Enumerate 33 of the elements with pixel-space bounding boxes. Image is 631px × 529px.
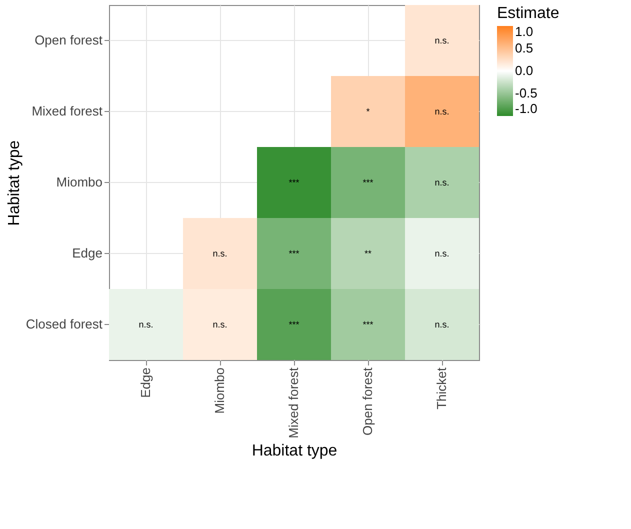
y-tick-label: Closed forest	[26, 316, 103, 332]
color-bar-label: -0.5	[515, 86, 538, 100]
x-tick-label: Thicket	[434, 367, 449, 410]
y-axis-title: Habitat type	[6, 140, 23, 226]
data-label: n.s.	[212, 320, 228, 330]
x-tick-label: Edge	[138, 368, 153, 398]
y-tick-label: Open forest	[34, 32, 103, 48]
data-label: ***	[362, 178, 374, 188]
data-label: ***	[288, 248, 300, 258]
x-tick-label: Mixed forest	[286, 367, 301, 438]
legend-title: Estimate	[497, 5, 560, 22]
data-label: n.s.	[434, 320, 450, 330]
color-bar-label: 1.0	[515, 24, 534, 39]
color-bar-label: -1.0	[515, 101, 538, 116]
x-axis-title: Habitat type	[252, 442, 338, 460]
data-label: n.s.	[434, 106, 450, 116]
data-label: ***	[288, 320, 300, 330]
x-tick-label: Miombo	[212, 368, 227, 414]
data-label: n.s.	[434, 178, 450, 188]
data-label: ***	[288, 178, 300, 188]
x-tick-label: Open forest	[360, 367, 375, 436]
color-bar-label: 0.5	[515, 40, 534, 56]
data-label: n.s.	[434, 248, 450, 258]
y-tick-label: Mixed forest	[32, 104, 103, 118]
data-label: n.s.	[212, 248, 228, 258]
data-label: ***	[362, 320, 374, 330]
color-bar-label: 0.0	[515, 63, 534, 78]
data-label: n.s.	[434, 36, 450, 46]
data-label: **	[364, 248, 372, 258]
y-tick-label: Edge	[72, 246, 102, 260]
data-label: n.s.	[138, 320, 154, 330]
y-tick-label: Miombo	[56, 174, 102, 190]
data-label: *	[366, 106, 370, 116]
